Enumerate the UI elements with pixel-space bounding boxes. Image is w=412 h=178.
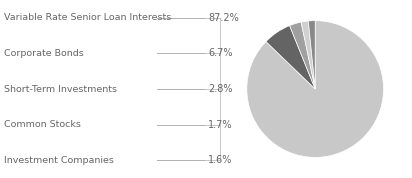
Text: Short-Term Investments: Short-Term Investments <box>4 85 117 93</box>
Wedge shape <box>290 22 315 89</box>
Wedge shape <box>266 26 315 89</box>
Wedge shape <box>301 21 315 89</box>
Text: 2.8%: 2.8% <box>208 84 232 94</box>
Text: Common Stocks: Common Stocks <box>4 120 81 129</box>
Text: Investment Companies: Investment Companies <box>4 156 114 165</box>
Text: 6.7%: 6.7% <box>208 48 232 58</box>
Text: 1.7%: 1.7% <box>208 120 232 130</box>
Text: 1.6%: 1.6% <box>208 155 232 165</box>
Wedge shape <box>247 21 384 157</box>
Text: Corporate Bonds: Corporate Bonds <box>4 49 84 58</box>
Wedge shape <box>308 21 315 89</box>
Text: Variable Rate Senior Loan Interests: Variable Rate Senior Loan Interests <box>4 13 171 22</box>
Text: 87.2%: 87.2% <box>208 13 239 23</box>
